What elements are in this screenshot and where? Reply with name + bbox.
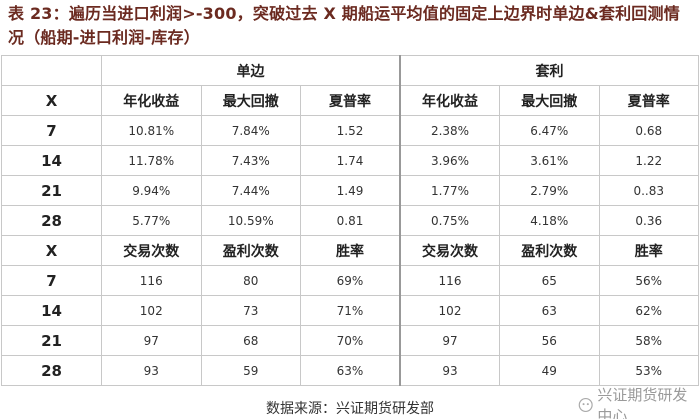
column-header: 交易次数 <box>399 235 500 266</box>
column-header: 夏普率 <box>598 85 699 116</box>
header-row: X 年化收益 最大回撤 夏普率 年化收益 最大回撤 夏普率 <box>1 85 699 116</box>
data-cell: 80 <box>200 265 301 296</box>
column-header: 胜率 <box>300 235 401 266</box>
data-cell: 102 <box>399 295 500 326</box>
data-cell: 0.68 <box>598 115 699 146</box>
data-cell: 1.77% <box>399 175 500 206</box>
row-label: 7 <box>1 115 102 146</box>
data-cell: 1.49 <box>300 175 401 206</box>
column-header: 最大回撤 <box>499 85 600 116</box>
data-cell: 7.43% <box>200 145 301 176</box>
data-cell: 1.52 <box>300 115 401 146</box>
group-header: 套利 <box>399 55 699 86</box>
column-header: 夏普率 <box>300 85 401 116</box>
data-cell: 97 <box>101 325 202 356</box>
row-label: 28 <box>1 355 102 386</box>
watermark-text: 兴证期货研发中心 <box>597 386 688 419</box>
data-cell: 7.44% <box>200 175 301 206</box>
data-cell: 73 <box>200 295 301 326</box>
watermark-icon <box>578 397 593 413</box>
watermark: 兴证期货研发中心 <box>578 384 700 419</box>
data-cell: 102 <box>101 295 202 326</box>
data-cell: 69% <box>300 265 401 296</box>
header-row: X 交易次数 盈利次数 胜率 交易次数 盈利次数 胜率 <box>1 235 699 266</box>
data-cell: 116 <box>399 265 500 296</box>
data-cell: 68 <box>200 325 301 356</box>
column-header: 交易次数 <box>101 235 202 266</box>
data-row: 28 5.77% 10.59% 0.81 0.75% 4.18% 0.36 <box>1 205 699 236</box>
data-cell: 0.75% <box>399 205 500 236</box>
source-note: 数据来源：兴证期货研发部 <box>266 401 434 417</box>
table-title: 表 23：遍历当进口利润>-300，突破过去 X 期船运平均值的固定上边界时单边… <box>8 4 680 47</box>
data-cell: 7.84% <box>200 115 301 146</box>
row-label: 7 <box>1 265 102 296</box>
blank-cell <box>1 55 102 86</box>
data-cell: 9.94% <box>101 175 202 206</box>
table: 单边 套利 X 年化收益 最大回撤 夏普率 年化收益 最大回撤 夏普率 7 10.81% 7.84% 1… <box>1 55 699 386</box>
data-cell: 58% <box>598 325 699 356</box>
data-cell: 5.77% <box>101 205 202 236</box>
data-cell: 63 <box>499 295 600 326</box>
data-row: 7 10.81% 7.84% 1.52 2.38% 6.47% 0.68 <box>1 115 699 146</box>
data-cell: 53% <box>598 355 699 386</box>
data-cell: 49 <box>499 355 600 386</box>
data-cell: 0.36 <box>598 205 699 236</box>
data-cell: 56% <box>598 265 699 296</box>
data-cell: 10.59% <box>200 205 301 236</box>
data-cell: 93 <box>399 355 500 386</box>
data-cell: 2.38% <box>399 115 500 146</box>
data-cell: 0..83 <box>598 175 699 206</box>
data-cell: 56 <box>499 325 600 356</box>
data-cell: 6.47% <box>499 115 600 146</box>
data-cell: 1.22 <box>598 145 699 176</box>
row-label: 21 <box>1 325 102 356</box>
column-header: 胜率 <box>598 235 699 266</box>
data-row: 28 93 59 63% 93 49 53% <box>1 355 699 386</box>
column-header: 年化收益 <box>101 85 202 116</box>
data-cell: 63% <box>300 355 401 386</box>
data-row: 21 9.94% 7.44% 1.49 1.77% 2.79% 0..83 <box>1 175 699 206</box>
data-cell: 59 <box>200 355 301 386</box>
row-label: 14 <box>1 295 102 326</box>
data-cell: 2.79% <box>499 175 600 206</box>
data-cell: 70% <box>300 325 401 356</box>
data-cell: 71% <box>300 295 401 326</box>
data-cell: 62% <box>598 295 699 326</box>
data-cell: 97 <box>399 325 500 356</box>
data-cell: 65 <box>499 265 600 296</box>
data-row: 14 11.78% 7.43% 1.74 3.96% 3.61% 1.22 <box>1 145 699 176</box>
column-header: X <box>1 235 102 266</box>
column-header: 年化收益 <box>399 85 500 116</box>
column-header: 盈利次数 <box>200 235 301 266</box>
data-cell: 1.74 <box>300 145 401 176</box>
column-header: 盈利次数 <box>499 235 600 266</box>
data-row: 14 102 73 71% 102 63 62% <box>1 295 699 326</box>
group-row: 单边 套利 <box>1 55 699 86</box>
data-cell: 93 <box>101 355 202 386</box>
column-header: X <box>1 85 102 116</box>
data-cell: 116 <box>101 265 202 296</box>
data-cell: 11.78% <box>101 145 202 176</box>
row-label: 14 <box>1 145 102 176</box>
row-label: 21 <box>1 175 102 206</box>
data-cell: 4.18% <box>499 205 600 236</box>
data-cell: 0.81 <box>300 205 401 236</box>
column-header: 最大回撤 <box>200 85 301 116</box>
group-header: 单边 <box>101 55 401 86</box>
data-row: 21 97 68 70% 97 56 58% <box>1 325 699 356</box>
data-cell: 10.81% <box>101 115 202 146</box>
data-row: 7 116 80 69% 116 65 56% <box>1 265 699 296</box>
row-label: 28 <box>1 205 102 236</box>
data-cell: 3.61% <box>499 145 600 176</box>
data-cell: 3.96% <box>399 145 500 176</box>
